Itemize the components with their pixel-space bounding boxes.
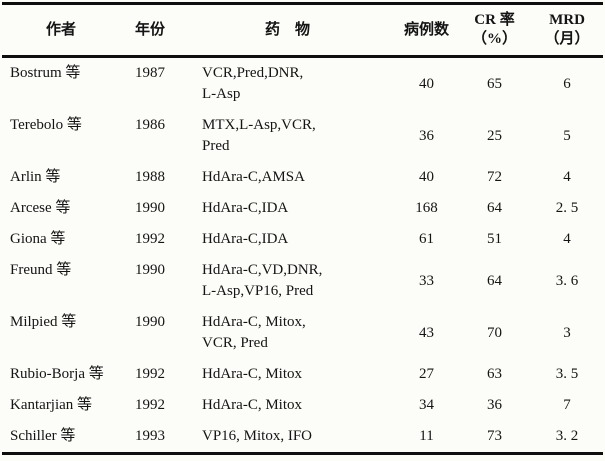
- drug-line: L-Asp,VP16, Pred: [202, 283, 314, 299]
- author-cell: Freund 等: [10, 262, 72, 278]
- drugs-cell: HdAra-C, Mitox: [180, 390, 395, 421]
- cr-rate-cell: 72: [487, 169, 502, 185]
- year-cell: 1992: [135, 397, 165, 413]
- year-cell: 1992: [135, 366, 165, 382]
- mrd-cell: 4: [563, 231, 571, 247]
- drugs-cell: HdAra-C, Mitox: [180, 359, 395, 390]
- cases-cell: 11: [419, 428, 434, 444]
- table-row: Schiller 等 1993 VP16, Mitox, IFO 11 73 3…: [2, 421, 603, 454]
- table-row: Milpied 等 1990 HdAra-C, Mitox, VCR, Pred…: [2, 307, 603, 359]
- table-row: Arcese 等 1990 HdAra-C,IDA 168 64 2. 5: [2, 193, 603, 224]
- header-cr-rate: CR 率 （%）: [458, 4, 531, 57]
- drug-line: VCR,Pred,DNR,: [202, 65, 304, 81]
- cases-cell: 33: [419, 272, 434, 289]
- drug-line: HdAra-C, Mitox: [202, 366, 302, 382]
- cr-rate-cell: 65: [487, 75, 502, 92]
- year-cell: 1986: [135, 117, 165, 133]
- mrd-cell: 3. 5: [555, 366, 579, 382]
- header-mrd-line2: （月）: [544, 31, 590, 47]
- cr-rate-cell: 73: [487, 428, 502, 444]
- table-row: Terebolo 等 1986 MTX,L-Asp,VCR, Pred 36 2…: [2, 110, 603, 162]
- mrd-cell: 6: [563, 75, 571, 92]
- mrd-cell: 3. 6: [555, 272, 579, 289]
- header-row: 作者 年份 药 物 病例数 CR 率 （%） MRD （月）: [2, 4, 603, 57]
- cr-rate-cell: 64: [487, 200, 502, 216]
- mrd-cell: 4: [563, 169, 571, 185]
- header-drugs: 药 物: [264, 21, 310, 38]
- cases-cell: 168: [415, 200, 438, 216]
- cases-cell: 40: [419, 169, 434, 185]
- header-mrd-line1: MRD: [549, 12, 585, 28]
- year-cell: 1990: [135, 314, 165, 330]
- cr-rate-cell: 63: [487, 366, 502, 382]
- drug-line: Pred: [202, 138, 230, 154]
- cr-rate-cell: 25: [487, 127, 502, 144]
- table-row: Freund 等 1990 HdAra-C,VD,DNR, L-Asp,VP16…: [2, 255, 603, 307]
- drugs-cell: HdAra-C, Mitox, VCR, Pred: [180, 307, 395, 359]
- author-cell: Giona 等: [10, 231, 66, 247]
- cases-cell: 27: [419, 366, 434, 382]
- study-results-table: 作者 年份 药 物 病例数 CR 率 （%） MRD （月） Bostrum 等…: [2, 2, 603, 455]
- cr-rate-cell: 70: [487, 324, 502, 341]
- drug-line: VCR, Pred: [202, 335, 268, 351]
- header-mrd: MRD （月）: [531, 4, 603, 57]
- header-year: 年份: [134, 21, 165, 38]
- drugs-cell: HdAra-C,IDA: [180, 193, 395, 224]
- drugs-cell: MTX,L-Asp,VCR, Pred: [180, 110, 395, 162]
- drug-line: HdAra-C,IDA: [202, 231, 289, 247]
- author-cell: Bostrum 等: [10, 65, 81, 81]
- drug-line: VP16, Mitox, IFO: [202, 428, 313, 444]
- year-cell: 1990: [135, 200, 165, 216]
- drug-line: HdAra-C,AMSA: [202, 169, 305, 185]
- author-cell: Milpied 等: [10, 314, 77, 330]
- year-cell: 1987: [135, 65, 165, 81]
- mrd-cell: 7: [563, 397, 571, 413]
- header-author: 作者: [45, 21, 76, 38]
- table-header: 作者 年份 药 物 病例数 CR 率 （%） MRD （月）: [2, 4, 603, 57]
- mrd-cell: 5: [563, 127, 571, 144]
- cr-rate-cell: 64: [487, 272, 502, 289]
- drugs-cell: VCR,Pred,DNR, L-Asp: [180, 57, 395, 111]
- drug-line: HdAra-C,IDA: [202, 200, 289, 216]
- cases-cell: 61: [419, 231, 434, 247]
- year-cell: 1988: [135, 169, 165, 185]
- table-row: Arlin 等 1988 HdAra-C,AMSA 40 72 4: [2, 162, 603, 193]
- drugs-cell: VP16, Mitox, IFO: [180, 421, 395, 454]
- author-cell: Rubio-Borja 等: [10, 366, 104, 382]
- author-cell: Arlin 等: [10, 169, 61, 185]
- year-cell: 1992: [135, 231, 165, 247]
- header-cr-line2: （%）: [471, 31, 517, 47]
- author-cell: Terebolo 等: [10, 117, 82, 133]
- cases-cell: 40: [419, 75, 434, 92]
- drug-line: HdAra-C, Mitox,: [202, 314, 306, 330]
- year-cell: 1993: [135, 428, 165, 444]
- author-cell: Kantarjian 等: [10, 397, 93, 413]
- table-row: Rubio-Borja 等 1992 HdAra-C, Mitox 27 63 …: [2, 359, 603, 390]
- mrd-cell: 2. 5: [555, 200, 579, 216]
- header-cases: 病例数: [403, 21, 449, 38]
- drug-line: HdAra-C, Mitox: [202, 397, 302, 413]
- table-row: Bostrum 等 1987 VCR,Pred,DNR, L-Asp 40 65…: [2, 57, 603, 111]
- mrd-cell: 3. 2: [555, 428, 579, 444]
- drug-line: L-Asp: [202, 86, 241, 102]
- mrd-cell: 3: [563, 324, 571, 341]
- drug-line: MTX,L-Asp,VCR,: [202, 117, 316, 133]
- cases-cell: 43: [419, 324, 434, 341]
- cr-rate-cell: 51: [487, 231, 502, 247]
- cr-rate-cell: 36: [487, 397, 502, 413]
- author-cell: Schiller 等: [10, 428, 76, 444]
- table-row: Kantarjian 等 1992 HdAra-C, Mitox 34 36 7: [2, 390, 603, 421]
- cases-cell: 34: [419, 397, 434, 413]
- author-cell: Arcese 等: [10, 200, 71, 216]
- year-cell: 1990: [135, 262, 165, 278]
- cases-cell: 36: [419, 127, 434, 144]
- drug-line: HdAra-C,VD,DNR,: [202, 262, 323, 278]
- header-cr-line1: CR 率: [474, 12, 515, 28]
- table-row: Giona 等 1992 HdAra-C,IDA 61 51 4: [2, 224, 603, 255]
- drugs-cell: HdAra-C,VD,DNR, L-Asp,VP16, Pred: [180, 255, 395, 307]
- drugs-cell: HdAra-C,AMSA: [180, 162, 395, 193]
- drugs-cell: HdAra-C,IDA: [180, 224, 395, 255]
- table-body: Bostrum 等 1987 VCR,Pred,DNR, L-Asp 40 65…: [2, 57, 603, 454]
